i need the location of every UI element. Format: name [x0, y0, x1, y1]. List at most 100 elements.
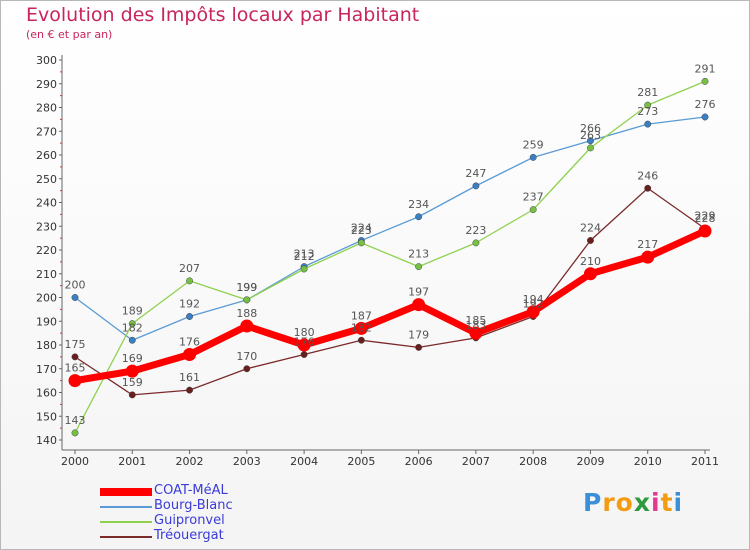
data-label: 188: [236, 307, 257, 320]
data-label: 210: [580, 255, 601, 268]
y-tick-label: 140: [36, 434, 57, 447]
logo-letter: i: [651, 488, 661, 517]
logo-letter: o: [615, 488, 634, 517]
data-label: 199: [236, 281, 257, 294]
data-label: 185: [465, 314, 486, 327]
x-tick-label: 2009: [576, 455, 604, 468]
data-label: 182: [122, 321, 143, 334]
data-label: 224: [580, 222, 601, 235]
data-label: 273: [637, 105, 658, 118]
data-label: 229: [695, 210, 716, 223]
series-line-bourg-blanc: [74, 116, 706, 341]
y-tick-label: 290: [36, 78, 57, 91]
logo-letter: x: [633, 488, 651, 517]
data-label: 199: [236, 281, 257, 294]
data-point: [415, 263, 423, 271]
y-tick-label: 240: [36, 197, 57, 210]
x-tick-label: 2003: [233, 455, 261, 468]
y-tick-label: 230: [36, 220, 57, 233]
legend-swatch: [100, 536, 152, 538]
data-label: 234: [408, 198, 429, 211]
data-label: 192: [179, 298, 200, 311]
data-point: [300, 351, 308, 358]
data-label: 213: [294, 248, 315, 261]
series-line-tr-ouergat: [74, 187, 706, 396]
data-point: [125, 364, 139, 378]
y-tick-label: 220: [36, 244, 57, 257]
y-tick-label: 250: [36, 173, 57, 186]
data-label: 187: [351, 309, 372, 322]
data-label: 217: [637, 238, 658, 251]
legend-item: COAT-MéAL: [100, 483, 300, 500]
logo-letter: t: [660, 488, 674, 517]
data-label: 281: [637, 86, 658, 99]
data-point: [128, 320, 136, 328]
x-tick-label: 2005: [347, 455, 375, 468]
data-label: 228: [695, 212, 716, 225]
data-point: [128, 336, 136, 344]
series-line-guipronvel: [74, 80, 706, 434]
data-point: [357, 336, 365, 344]
data-label: 176: [294, 336, 315, 349]
data-point: [698, 224, 712, 238]
y-tick-label: 300: [36, 54, 57, 67]
data-point: [186, 313, 193, 320]
y-tick-label: 260: [36, 149, 57, 162]
data-label: 263: [580, 129, 601, 142]
data-point: [529, 153, 537, 161]
data-point: [587, 144, 594, 152]
data-point: [71, 429, 79, 437]
data-point: [68, 374, 82, 388]
data-point: [529, 206, 537, 214]
y-tick-label: 280: [36, 102, 57, 115]
data-point: [526, 305, 540, 319]
data-label: 180: [294, 326, 315, 339]
legend-label: Bourg-Blanc: [154, 498, 233, 513]
legend-item: Guipronvel: [100, 513, 300, 530]
legend-swatch: [100, 521, 152, 523]
y-tick-label: 190: [36, 315, 57, 328]
legend-label: Tréouergat: [154, 528, 224, 543]
data-label: 224: [351, 222, 372, 235]
x-tick-label: 2000: [61, 455, 89, 468]
data-point: [583, 267, 597, 281]
data-label: 276: [695, 98, 716, 111]
data-label: 169: [122, 352, 143, 365]
data-point: [243, 296, 251, 304]
data-label: 207: [179, 262, 200, 275]
y-tick-label: 270: [36, 125, 57, 138]
data-label: 200: [65, 279, 86, 292]
x-tick-label: 2011: [691, 455, 719, 468]
data-label: 161: [179, 371, 200, 384]
data-point: [243, 365, 251, 373]
x-tick-label: 2002: [176, 455, 204, 468]
data-label: 192: [523, 298, 544, 311]
data-point: [71, 294, 79, 301]
data-label: 212: [294, 250, 315, 263]
data-point: [641, 250, 655, 264]
data-point: [186, 277, 193, 285]
data-label: 165: [65, 362, 86, 375]
x-tick-label: 2007: [462, 455, 490, 468]
data-point: [300, 265, 308, 273]
y-tick-label: 200: [36, 292, 57, 305]
data-label: 197: [408, 286, 429, 299]
y-tick-label: 160: [36, 387, 57, 400]
chart-subtitle: (en € et par an): [26, 28, 113, 41]
y-tick-label: 150: [36, 410, 57, 423]
data-label: 182: [351, 321, 372, 334]
data-point: [701, 113, 709, 121]
data-point: [469, 326, 483, 340]
legend-swatch: [100, 506, 152, 508]
data-point: [472, 182, 480, 190]
data-label: 259: [523, 138, 544, 151]
series-line-coat-m-al: [74, 227, 707, 385]
data-label: 179: [408, 328, 429, 341]
data-label: 176: [179, 336, 200, 349]
x-tick-label: 2001: [118, 455, 146, 468]
data-point: [357, 239, 365, 247]
data-point: [415, 213, 423, 221]
data-point: [240, 319, 254, 333]
data-point: [183, 348, 197, 361]
